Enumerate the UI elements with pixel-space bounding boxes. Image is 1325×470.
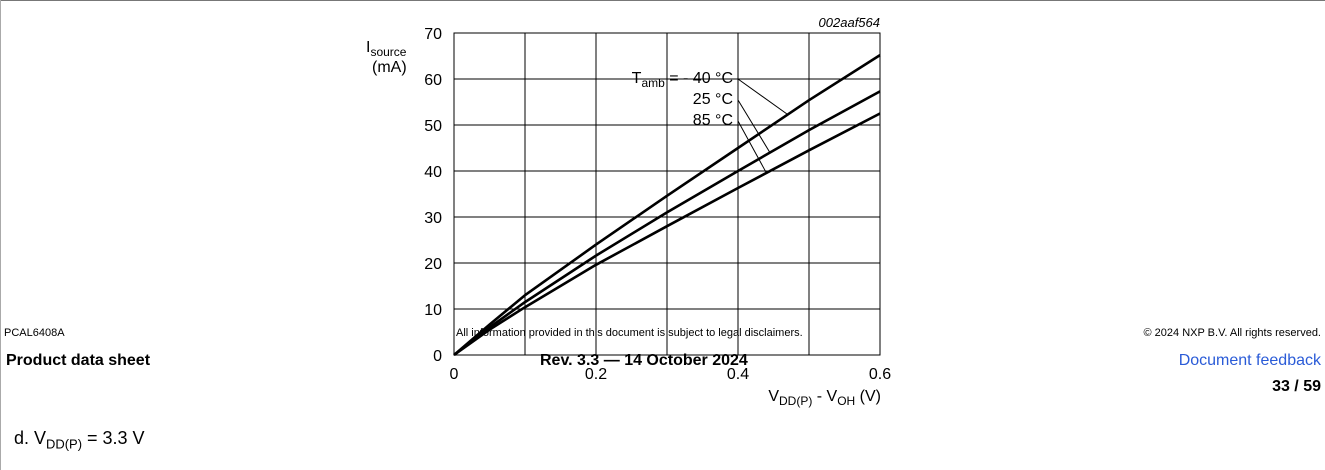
legend-prefix-sub: amb bbox=[641, 76, 665, 90]
revision: Rev. 3.3 — 14 October 2024 bbox=[540, 352, 748, 369]
x-axis-label-mid: - V bbox=[812, 388, 837, 405]
disclaimer: All information provided in this documen… bbox=[456, 327, 803, 339]
caption-sub: DD(P) bbox=[46, 436, 83, 452]
figure-id: 002aaf564 bbox=[819, 15, 880, 30]
product-name: PCAL6408A bbox=[4, 327, 65, 339]
copyright: © 2024 NXP B.V. All rights reserved. bbox=[1143, 327, 1321, 339]
grid bbox=[453, 32, 881, 356]
legend-label-1: Tamb = - 40 °C bbox=[632, 70, 733, 90]
legend-label-3: 85 °C bbox=[693, 112, 733, 129]
legend-series-name: = - 40 °C bbox=[665, 70, 733, 87]
caption-suffix: = 3.3 V bbox=[82, 428, 145, 448]
x-axis-label-b-sub: OH bbox=[837, 394, 855, 408]
document-feedback-link[interactable]: Document feedback bbox=[1178, 352, 1321, 369]
legend-leader-line bbox=[737, 120, 767, 174]
x-axis-label: VDD(P) - VOH (V) bbox=[768, 388, 881, 408]
series-layer bbox=[453, 54, 881, 357]
y-tick-label: 40 bbox=[424, 164, 442, 181]
y-tick-label: 30 bbox=[424, 210, 442, 227]
page-number: 33 / 59 bbox=[1272, 378, 1321, 395]
x-axis-label-unit: (V) bbox=[855, 388, 881, 405]
legend-leader-line bbox=[737, 78, 788, 115]
plot-frame bbox=[453, 32, 881, 356]
series-line-1 bbox=[453, 54, 881, 356]
series-line-2 bbox=[453, 90, 881, 357]
legend-leader-line bbox=[737, 99, 771, 153]
doc-type: Product data sheet bbox=[6, 352, 151, 369]
left-rule bbox=[0, 0, 1, 470]
y-axis-label-sub: source bbox=[370, 45, 406, 59]
legend: Tamb = - 40 °C25 °C85 °C bbox=[632, 70, 788, 174]
caption-prefix: d. V bbox=[14, 428, 47, 448]
top-rule bbox=[0, 0, 1325, 1]
y-tick-label: 60 bbox=[424, 72, 442, 89]
y-axis-label: Isource bbox=[366, 39, 407, 59]
y-axis-unit: (mA) bbox=[372, 59, 407, 76]
y-tick-label: 10 bbox=[424, 302, 442, 319]
series-line-3 bbox=[453, 112, 881, 357]
x-tick-label: 0.6 bbox=[869, 366, 891, 383]
legend-prefix: T bbox=[632, 70, 642, 87]
x-tick-label: 0 bbox=[450, 366, 459, 383]
y-tick-label: 50 bbox=[424, 118, 442, 135]
y-tick-label: 20 bbox=[424, 256, 442, 273]
y-tick-label: 70 bbox=[424, 26, 442, 43]
x-axis-label-a-sub: DD(P) bbox=[779, 394, 812, 408]
y-tick-label: 0 bbox=[433, 348, 442, 365]
x-axis-label-a: V bbox=[768, 388, 779, 405]
x-tick-label: 0.4 bbox=[727, 366, 749, 383]
y-axis-label-main: I bbox=[366, 39, 370, 56]
legend-label-2: 25 °C bbox=[693, 91, 733, 108]
tick-labels: 0 10 20 30 40 50 60 70 0 0.2 0.4 0.6 bbox=[424, 26, 891, 383]
x-tick-label: 0.2 bbox=[585, 366, 607, 383]
figure-caption: d. VDD(P) = 3.3 V bbox=[14, 428, 145, 452]
